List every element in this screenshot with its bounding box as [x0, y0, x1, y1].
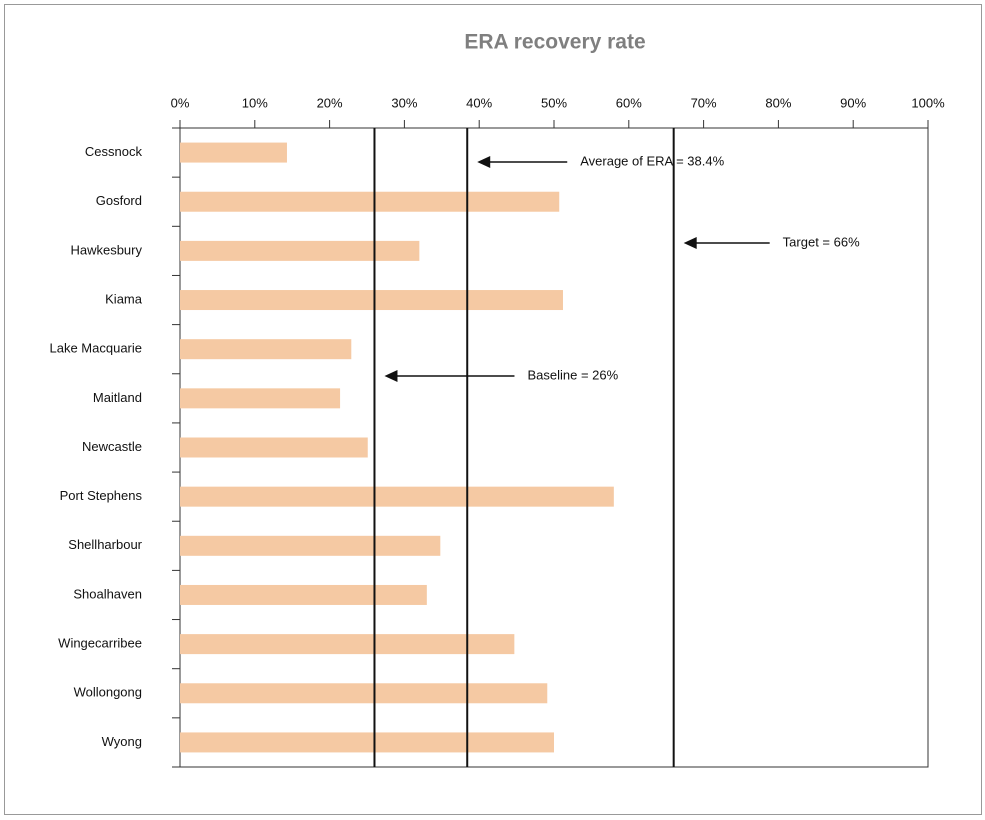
y-tick-label: Newcastle — [82, 439, 142, 454]
y-tick-label: Wyong — [102, 734, 142, 749]
x-tick-label: 0% — [171, 95, 190, 110]
bar — [180, 584, 427, 605]
y-tick-label: Lake Macquarie — [50, 341, 143, 356]
x-tick-label: 100% — [911, 95, 945, 110]
annotation: Baseline = 26% — [527, 367, 618, 382]
y-tick-label: Wollongong — [74, 685, 142, 700]
bar — [180, 191, 560, 212]
arrow-head — [477, 156, 491, 168]
bar — [180, 683, 548, 704]
annotation: Target = 66% — [783, 234, 860, 249]
bar — [180, 486, 614, 507]
arrow-head — [384, 370, 398, 382]
y-tick-label: Port Stephens — [60, 488, 143, 503]
bar — [180, 290, 563, 311]
x-tick-label: 50% — [541, 95, 567, 110]
bar — [180, 388, 341, 409]
chart-title: ERA recovery rate — [464, 31, 645, 54]
y-tick-label: Maitland — [93, 390, 142, 405]
bar — [180, 240, 420, 261]
y-tick-label: Shellharbour — [68, 537, 142, 552]
frame — [4, 4, 982, 815]
bar — [180, 535, 441, 556]
bar — [180, 437, 368, 458]
bar — [180, 634, 515, 655]
x-tick-label: 60% — [616, 95, 642, 110]
x-tick-label: 80% — [765, 95, 791, 110]
y-tick-label: Shoalhaven — [73, 586, 142, 601]
x-tick-label: 70% — [691, 95, 717, 110]
y-tick-label: Wingecarribee — [58, 636, 142, 651]
y-tick-label: Hawkesbury — [70, 242, 142, 257]
y-tick-label: Kiama — [105, 291, 143, 306]
x-tick-label: 90% — [840, 95, 866, 110]
bar — [180, 142, 287, 163]
x-tick-label: 10% — [242, 95, 268, 110]
bar — [180, 339, 352, 360]
y-tick-label: Cessnock — [85, 144, 143, 159]
arrow-head — [683, 237, 697, 249]
y-tick-label: Gosford — [96, 193, 142, 208]
x-tick-label: 40% — [466, 95, 492, 110]
x-tick-label: 20% — [317, 95, 343, 110]
bar — [180, 732, 554, 753]
x-tick-label: 30% — [391, 95, 417, 110]
annotation: Average of ERA = 38.4% — [580, 153, 724, 168]
